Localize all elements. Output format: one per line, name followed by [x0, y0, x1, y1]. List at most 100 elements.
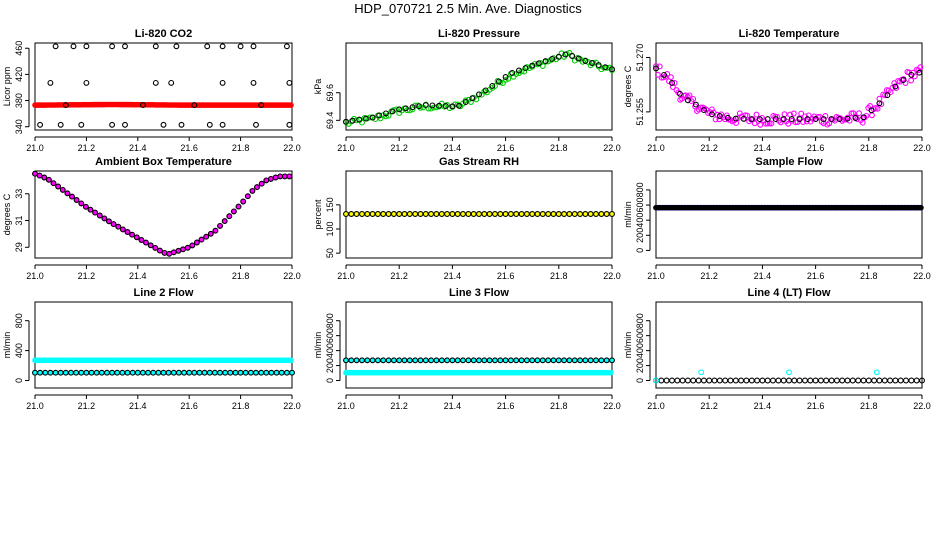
data-point	[874, 105, 881, 112]
data-point	[786, 369, 792, 376]
data-point	[250, 43, 257, 50]
data-point	[353, 117, 360, 124]
y-axis-label: degrees C	[2, 193, 12, 235]
x-tick-label: 21.4	[754, 143, 772, 153]
data-point	[908, 77, 915, 84]
data-point	[52, 43, 59, 50]
data-point	[812, 116, 819, 123]
data-point	[69, 193, 75, 200]
panel-title: Line 4 (LT) Flow	[748, 287, 831, 299]
data-point	[820, 116, 827, 123]
data-point	[356, 116, 363, 123]
x-tick-label: 21.0	[647, 271, 665, 281]
y-axis-label: ml/min	[623, 201, 633, 228]
data-point	[92, 209, 99, 216]
data-point	[602, 64, 609, 71]
data-point	[230, 208, 237, 215]
data-point	[669, 79, 675, 86]
data-point	[679, 377, 686, 384]
data-point	[690, 377, 697, 384]
plot-frame	[34, 301, 293, 389]
data-point	[124, 229, 131, 235]
data-point	[671, 80, 678, 86]
data-point	[759, 377, 766, 384]
data-point	[828, 377, 835, 384]
data-point	[521, 68, 528, 75]
y-tick-label: 0	[635, 378, 645, 383]
x-tick-label: 21.6	[807, 401, 825, 411]
data-point	[226, 213, 233, 220]
data-point	[353, 357, 360, 364]
chart-panel-3: Li-820 Temperature degrees C 21.0 21.2 21.4 2…	[623, 28, 931, 153]
y-tick-label: 31	[14, 216, 24, 226]
data-point	[664, 71, 671, 77]
x-tick-label: 22.0	[283, 143, 301, 153]
x-tick-label: 21.6	[497, 401, 515, 411]
x-tick-label: 21.6	[807, 271, 825, 281]
x-tick-label: 21.4	[129, 401, 147, 411]
data-point	[133, 234, 140, 241]
x-tick-label: 21.4	[754, 401, 772, 411]
data-point	[753, 111, 760, 118]
data-point	[253, 121, 259, 128]
data-point	[45, 176, 52, 183]
data-point	[168, 79, 175, 86]
x-tick-label: 21.6	[497, 143, 515, 153]
data-point	[221, 218, 228, 225]
data-point	[235, 203, 242, 210]
data-point	[716, 377, 723, 384]
data-point	[593, 211, 599, 217]
data-point	[785, 120, 792, 127]
data-point	[362, 115, 369, 122]
series-1	[32, 101, 294, 108]
x-tick-label: 21.0	[26, 143, 44, 153]
data-point	[738, 377, 745, 384]
chart-panel-6: Sample Flow ml/min 21.0 21.2 21.4 21.6 21.8 22.…	[623, 156, 931, 281]
x-tick-label: 21.4	[444, 143, 462, 153]
data-point	[700, 377, 707, 384]
data-point	[193, 239, 200, 246]
data-point	[189, 242, 196, 249]
data-point	[674, 377, 681, 384]
data-point	[529, 62, 536, 69]
data-point	[83, 79, 90, 86]
data-point	[708, 111, 715, 118]
data-point	[522, 65, 529, 72]
y-tick-label: 100	[325, 221, 335, 236]
data-point	[609, 211, 615, 217]
y-tick-label: 420	[14, 67, 24, 82]
data-point	[160, 121, 167, 128]
x-tick-label: 21.2	[78, 143, 96, 153]
x-tick-label: 21.8	[550, 143, 568, 153]
x-tick-label: 21.2	[700, 401, 718, 411]
data-point	[219, 121, 226, 128]
x-tick-label: 21.8	[550, 401, 568, 411]
data-points	[653, 204, 924, 211]
x-tick-label: 21.0	[337, 271, 355, 281]
y-tick-label: 0	[635, 248, 645, 253]
data-points	[32, 43, 294, 128]
data-point	[212, 227, 219, 234]
data-point	[908, 377, 915, 384]
data-point	[812, 377, 819, 384]
data-point	[716, 113, 723, 119]
data-point	[575, 55, 582, 62]
data-point	[122, 43, 128, 50]
data-point	[555, 53, 562, 60]
data-point	[817, 377, 824, 384]
data-point	[406, 357, 413, 364]
data-point	[382, 113, 389, 120]
data-point	[892, 83, 899, 90]
data-points	[32, 357, 295, 376]
y-tick-label: 0	[14, 378, 24, 383]
y-tick-label: 340	[14, 119, 24, 134]
data-point	[349, 117, 356, 124]
x-tick-label: 22.0	[913, 401, 931, 411]
data-point	[286, 121, 293, 128]
data-point	[129, 231, 136, 238]
data-point	[839, 377, 846, 384]
series-2	[343, 357, 615, 364]
data-point	[244, 193, 251, 200]
data-point	[852, 115, 859, 121]
